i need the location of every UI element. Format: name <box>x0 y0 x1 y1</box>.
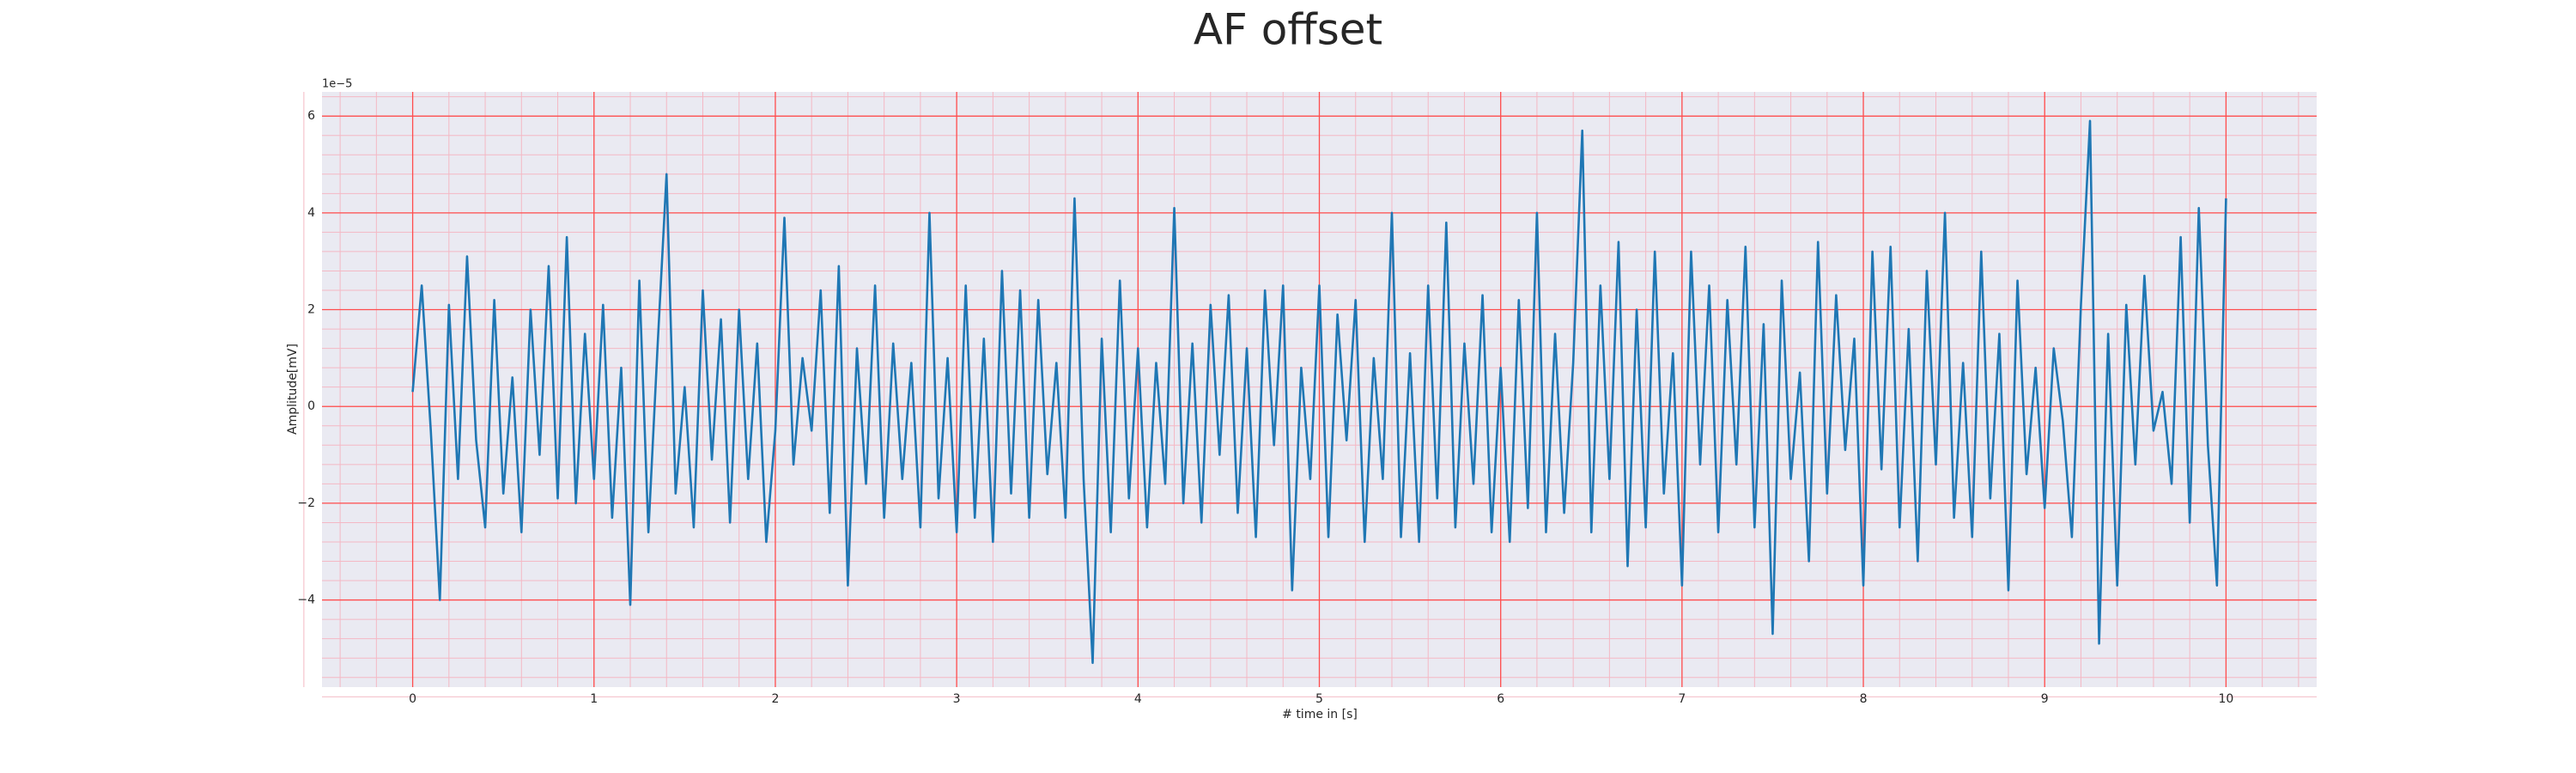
y-axis-label: Amplitude[mV] <box>286 344 300 435</box>
x-tick-label: 0 <box>409 692 416 706</box>
x-axis-label: # time in [s] <box>1282 708 1358 721</box>
x-tick-label: 6 <box>1497 692 1504 706</box>
data-line <box>411 119 2227 665</box>
y-tick-label: 4 <box>307 206 315 220</box>
x-tick-label: 3 <box>953 692 961 706</box>
x-tick-label: 8 <box>1860 692 1868 706</box>
grid <box>303 92 2317 697</box>
x-tick-label: 10 <box>2218 692 2233 706</box>
x-tick-label: 2 <box>771 692 779 706</box>
y-tick-label: −4 <box>297 593 315 607</box>
chart-title: AF offset <box>1194 5 1382 55</box>
x-tick-label: 9 <box>2041 692 2049 706</box>
x-tick-label: 5 <box>1315 692 1323 706</box>
plot <box>411 119 2227 665</box>
y-tick-label: −2 <box>297 496 315 510</box>
y-offset-label: 1e−5 <box>322 78 352 91</box>
x-tick-label: 1 <box>590 692 598 706</box>
y-tick-label: 6 <box>307 109 315 123</box>
y-tick-label: 0 <box>307 399 315 413</box>
y-tick-label: 2 <box>307 303 315 317</box>
x-tick-label: 4 <box>1134 692 1142 706</box>
x-tick-label: 7 <box>1678 692 1686 706</box>
